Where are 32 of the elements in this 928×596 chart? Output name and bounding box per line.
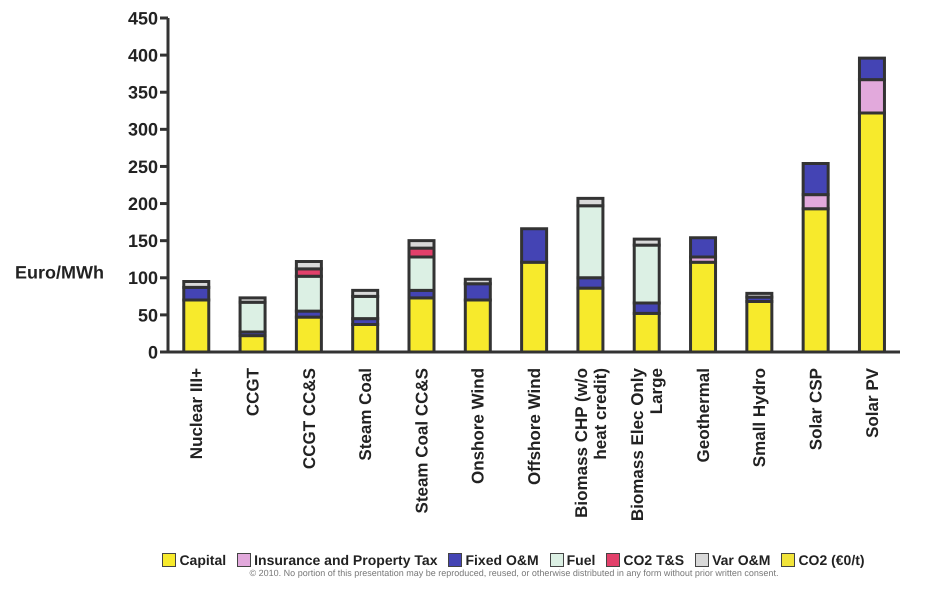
y-tick-label: 450 bbox=[128, 8, 158, 28]
x-tick-label: CCGT CC&S bbox=[300, 368, 319, 470]
legend-label: Fuel bbox=[566, 552, 596, 568]
y-tick-label: 400 bbox=[128, 46, 158, 66]
x-tick-label: Onshore Wind bbox=[468, 368, 488, 484]
x-tick-label: Nuclear III+ bbox=[187, 368, 206, 460]
y-tick-label: 100 bbox=[128, 268, 158, 288]
bar bbox=[745, 292, 774, 299]
y-tick-label: 350 bbox=[128, 82, 158, 103]
y-tick-label: 300 bbox=[128, 120, 158, 140]
y-tick-label: 200 bbox=[128, 194, 158, 214]
x-tick-label: Offshore Wind bbox=[525, 368, 544, 485]
x-tick-label: Steam Coal CC&S bbox=[412, 368, 432, 514]
y-tick-label: 50 bbox=[138, 305, 158, 326]
legend-label: CO2 T&S bbox=[623, 552, 684, 568]
x-tick-label: Small Hydro bbox=[750, 368, 770, 468]
x-tick-label: Steam Coal bbox=[356, 368, 376, 461]
x-tick-label: Solar PV bbox=[862, 367, 882, 438]
legend-label: Capital bbox=[179, 552, 226, 568]
legend-label: Var O&M bbox=[712, 552, 770, 568]
y-tick-label: 0 bbox=[148, 342, 158, 362]
y-tick-label: 250 bbox=[128, 156, 158, 177]
y-axis-title: Euro/MWh bbox=[15, 262, 104, 283]
legend-label: Insurance and Property Tax bbox=[254, 552, 438, 568]
x-tick-label: Geothermal bbox=[694, 368, 713, 462]
y-tick-label: 150 bbox=[128, 231, 158, 252]
x-tick-label: CCGT bbox=[243, 367, 262, 416]
text: © 2010. No portion of this presentation may be reproduced, reused, or otherwise distributed in any form without prior written consent. bbox=[248, 568, 780, 578]
x-tick-label: Biomass CHP (w/o heat credit) bbox=[572, 368, 610, 518]
legend-label: Fixed O&M bbox=[465, 552, 539, 568]
x-tick-label: Solar CSP bbox=[806, 368, 826, 450]
legend-label: CO2 (€0/t) bbox=[798, 552, 865, 568]
